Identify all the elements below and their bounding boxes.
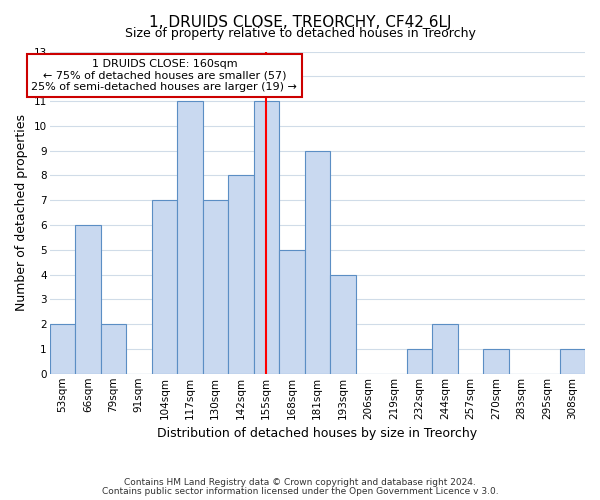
Text: 1, DRUIDS CLOSE, TREORCHY, CF42 6LJ: 1, DRUIDS CLOSE, TREORCHY, CF42 6LJ xyxy=(149,15,451,30)
Bar xyxy=(203,200,228,374)
Bar xyxy=(152,200,177,374)
Text: Contains HM Land Registry data © Crown copyright and database right 2024.: Contains HM Land Registry data © Crown c… xyxy=(124,478,476,487)
Text: 1 DRUIDS CLOSE: 160sqm
← 75% of detached houses are smaller (57)
25% of semi-det: 1 DRUIDS CLOSE: 160sqm ← 75% of detached… xyxy=(31,59,297,92)
Bar xyxy=(560,349,585,374)
Bar xyxy=(177,101,203,374)
Bar xyxy=(407,349,432,374)
Text: Size of property relative to detached houses in Treorchy: Size of property relative to detached ho… xyxy=(125,28,475,40)
Bar xyxy=(50,324,75,374)
Bar xyxy=(254,101,279,374)
Bar xyxy=(483,349,509,374)
Bar xyxy=(228,176,254,374)
Bar xyxy=(330,274,356,374)
Text: Contains public sector information licensed under the Open Government Licence v : Contains public sector information licen… xyxy=(101,487,499,496)
Y-axis label: Number of detached properties: Number of detached properties xyxy=(15,114,28,311)
Bar xyxy=(75,225,101,374)
Bar xyxy=(305,150,330,374)
X-axis label: Distribution of detached houses by size in Treorchy: Distribution of detached houses by size … xyxy=(157,427,478,440)
Bar xyxy=(432,324,458,374)
Bar xyxy=(101,324,126,374)
Bar xyxy=(279,250,305,374)
